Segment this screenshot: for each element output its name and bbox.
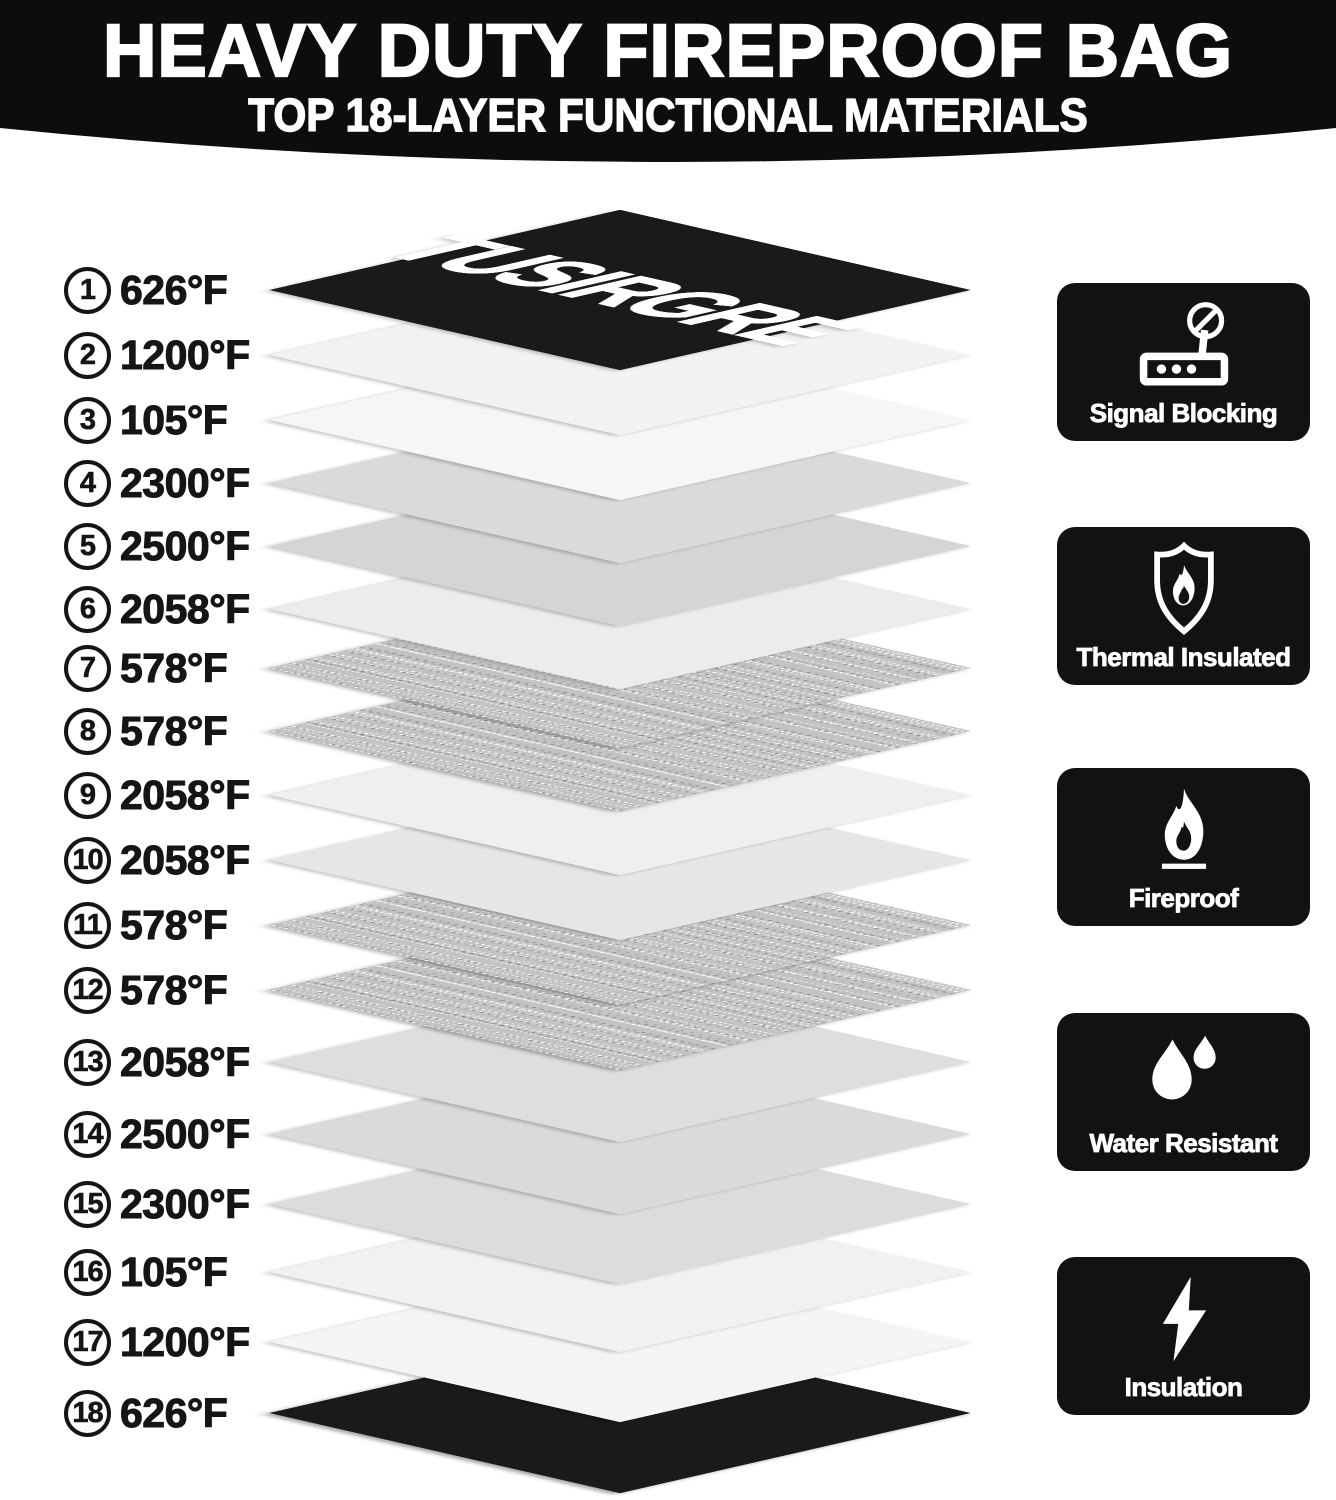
thermal-insulated-icon — [1153, 542, 1214, 635]
layer-number-badge: 1 — [64, 266, 111, 314]
badge-fireproof: Fireproof — [1057, 768, 1310, 926]
layer-number-badge: 7 — [64, 644, 111, 692]
fireproof-icon — [1161, 788, 1206, 869]
layer-label-row: 15 2300°F — [64, 1179, 251, 1229]
header-banner: HEAVY DUTY FIREPROOF BAG TOP 18-LAYER FU… — [0, 0, 1336, 210]
layer-number-badge: 12 — [64, 966, 111, 1014]
badge-label: Thermal Insulated — [1076, 642, 1291, 673]
layer-temperature: 2300°F — [120, 459, 251, 506]
layer-temperature: 626°F — [119, 1389, 228, 1436]
layer-label-row: 12 578°F — [64, 965, 228, 1015]
layer-label-row: 7 578°F — [64, 643, 228, 693]
badge-label: Signal Blocking — [1089, 398, 1278, 429]
layer-temperature: 1200°F — [120, 1318, 251, 1365]
layer-number-badge: 8 — [64, 707, 111, 755]
page-subtitle: TOP 18-LAYER FUNCTIONAL MATERIALS — [248, 88, 1089, 141]
layer-number-badge: 16 — [64, 1248, 111, 1296]
layer-label-row: 16 105°F — [64, 1247, 228, 1297]
water-resistant-icon — [1151, 1035, 1216, 1100]
layer-label-row: 9 2058°F — [64, 770, 251, 820]
layer-temperature: 578°F — [119, 966, 228, 1013]
layer-temperature: 2058°F — [120, 836, 251, 883]
layer-label-row: 11 578°F — [64, 900, 228, 950]
layer-label-row: 18 626°F — [64, 1388, 228, 1438]
layer-temperature: 578°F — [119, 644, 228, 691]
badge-label: Insulation — [1124, 1372, 1243, 1403]
layer-number-badge: 6 — [64, 585, 111, 633]
layer-number-badge: 15 — [64, 1180, 111, 1228]
layer-temperature: 578°F — [119, 707, 228, 754]
signal-blocking-icon — [1139, 302, 1228, 386]
layer-label-row: 1 626°F — [64, 265, 228, 315]
badge-insulation: Insulation — [1057, 1257, 1310, 1415]
layer-temperature: 105°F — [119, 396, 228, 443]
layer-temperature: 1200°F — [120, 331, 251, 378]
layer-temperature: 2058°F — [120, 771, 251, 818]
layer-temperature: 2300°F — [120, 1180, 251, 1227]
layer-number-badge: 18 — [64, 1389, 111, 1437]
layer-label-row: 6 2058°F — [64, 584, 251, 634]
layer-label-row: 2 1200°F — [64, 330, 251, 380]
layer-number-badge: 13 — [64, 1038, 111, 1086]
layer-number-badge: 14 — [64, 1110, 111, 1158]
header-curve-background — [0, 0, 1336, 162]
layer-label-row: 3 105°F — [64, 395, 228, 445]
layer-label-row: 17 1200°F — [64, 1317, 251, 1367]
layer-temperature: 2058°F — [120, 1038, 251, 1085]
layer-label-row: 8 578°F — [64, 706, 228, 756]
layer-label-row: 4 2300°F — [64, 458, 251, 508]
layer-temperature: 2058°F — [120, 585, 251, 632]
layer-label-row: 10 2058°F — [64, 835, 251, 885]
layer-temperature: 626°F — [119, 266, 228, 313]
insulation-icon — [1162, 1276, 1206, 1362]
layer-label-row: 5 2500°F — [64, 521, 251, 571]
badge-label: Fireproof — [1128, 883, 1239, 914]
layer-temperature: 2500°F — [120, 1110, 251, 1157]
layer-temperature: 2500°F — [120, 522, 251, 569]
badge-signal-blocking: Signal Blocking — [1057, 283, 1310, 441]
layer-temperature: 105°F — [119, 1248, 228, 1295]
page-title: HEAVY DUTY FIREPROOF BAG — [102, 8, 1234, 93]
layer-number-badge: 2 — [64, 331, 111, 379]
badge-water-resistant: Water Resistant — [1057, 1013, 1310, 1171]
layer-number-badge: 17 — [64, 1318, 111, 1366]
layer-number-badge: 9 — [64, 771, 111, 819]
layer-number-badge: 10 — [64, 836, 111, 884]
layer-number-badge: 11 — [64, 901, 111, 949]
layer-number-badge: 4 — [64, 459, 111, 507]
layer-label-row: 14 2500°F — [64, 1109, 251, 1159]
badge-thermal-insulated: Thermal Insulated — [1057, 527, 1310, 685]
layer-number-badge: 5 — [64, 522, 111, 570]
layer-temperature: 578°F — [119, 901, 228, 948]
layer-label-row: 13 2058°F — [64, 1037, 251, 1087]
badge-label: Water Resistant — [1089, 1128, 1278, 1159]
layer-number-badge: 3 — [64, 396, 111, 444]
